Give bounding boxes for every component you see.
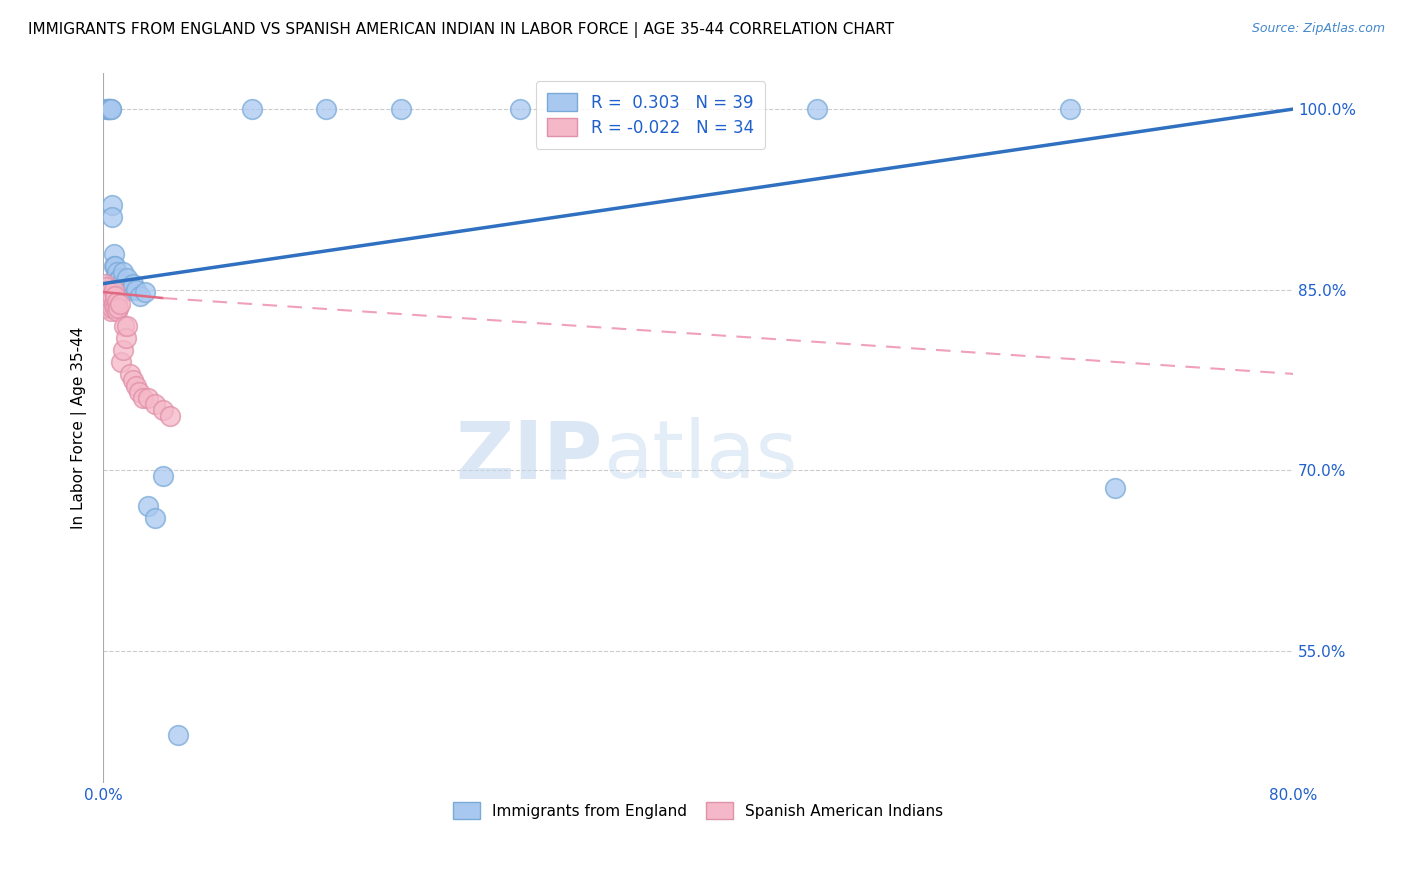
Point — [105, 304, 128, 318]
Point — [108, 297, 131, 311]
Point — [104, 288, 127, 302]
Point — [100, 102, 122, 116]
Point — [112, 283, 135, 297]
Y-axis label: In Labor Force | Age 35-44: In Labor Force | Age 35-44 — [72, 326, 87, 529]
Point — [134, 285, 156, 299]
Point — [166, 728, 188, 742]
Point — [1059, 102, 1081, 116]
Point — [97, 301, 120, 315]
Point — [101, 211, 124, 225]
Point — [103, 297, 125, 311]
Point — [118, 367, 141, 381]
Point — [97, 102, 120, 116]
Point — [111, 264, 134, 278]
Point — [509, 102, 531, 116]
Point — [101, 288, 124, 302]
Point — [105, 294, 128, 309]
Point — [96, 102, 118, 116]
Point — [112, 318, 135, 333]
Point — [240, 102, 263, 116]
Point — [96, 294, 118, 309]
Legend: Immigrants from England, Spanish American Indians: Immigrants from England, Spanish America… — [447, 797, 949, 825]
Point — [108, 283, 131, 297]
Point — [96, 280, 118, 294]
Point — [143, 511, 166, 525]
Point — [103, 259, 125, 273]
Point — [125, 379, 148, 393]
Point — [93, 277, 115, 291]
Point — [105, 277, 128, 291]
Point — [110, 355, 132, 369]
Point — [107, 273, 129, 287]
Point — [98, 285, 121, 299]
Text: atlas: atlas — [603, 417, 797, 495]
Point — [104, 301, 127, 315]
Point — [1104, 481, 1126, 495]
Point — [101, 301, 124, 315]
Point — [104, 259, 127, 273]
Point — [98, 102, 121, 116]
Point — [143, 397, 166, 411]
Point — [97, 102, 120, 116]
Point — [115, 270, 138, 285]
Point — [152, 469, 174, 483]
Point — [118, 283, 141, 297]
Point — [110, 277, 132, 291]
Point — [98, 102, 121, 116]
Point — [107, 301, 129, 315]
Point — [128, 384, 150, 399]
Point — [114, 331, 136, 345]
Point — [125, 283, 148, 297]
Point — [806, 102, 828, 116]
Point — [97, 288, 120, 302]
Point — [315, 102, 337, 116]
Point — [103, 283, 125, 297]
Point — [93, 285, 115, 299]
Point — [122, 373, 145, 387]
Point — [136, 500, 159, 514]
Point — [115, 318, 138, 333]
Point — [159, 409, 181, 423]
Point — [105, 264, 128, 278]
Point — [129, 288, 152, 302]
Point — [100, 294, 122, 309]
Point — [103, 246, 125, 260]
Point — [389, 102, 412, 116]
Text: IMMIGRANTS FROM ENGLAND VS SPANISH AMERICAN INDIAN IN LABOR FORCE | AGE 35-44 CO: IMMIGRANTS FROM ENGLAND VS SPANISH AMERI… — [28, 22, 894, 38]
Point — [101, 198, 124, 212]
Text: ZIP: ZIP — [456, 417, 603, 495]
Point — [107, 285, 129, 299]
Point — [104, 270, 127, 285]
Point — [100, 304, 122, 318]
Point — [132, 391, 155, 405]
Point — [152, 403, 174, 417]
Point — [100, 102, 122, 116]
Point — [98, 297, 121, 311]
Point — [111, 343, 134, 357]
Point — [122, 277, 145, 291]
Point — [136, 391, 159, 405]
Text: Source: ZipAtlas.com: Source: ZipAtlas.com — [1251, 22, 1385, 36]
Point — [108, 270, 131, 285]
